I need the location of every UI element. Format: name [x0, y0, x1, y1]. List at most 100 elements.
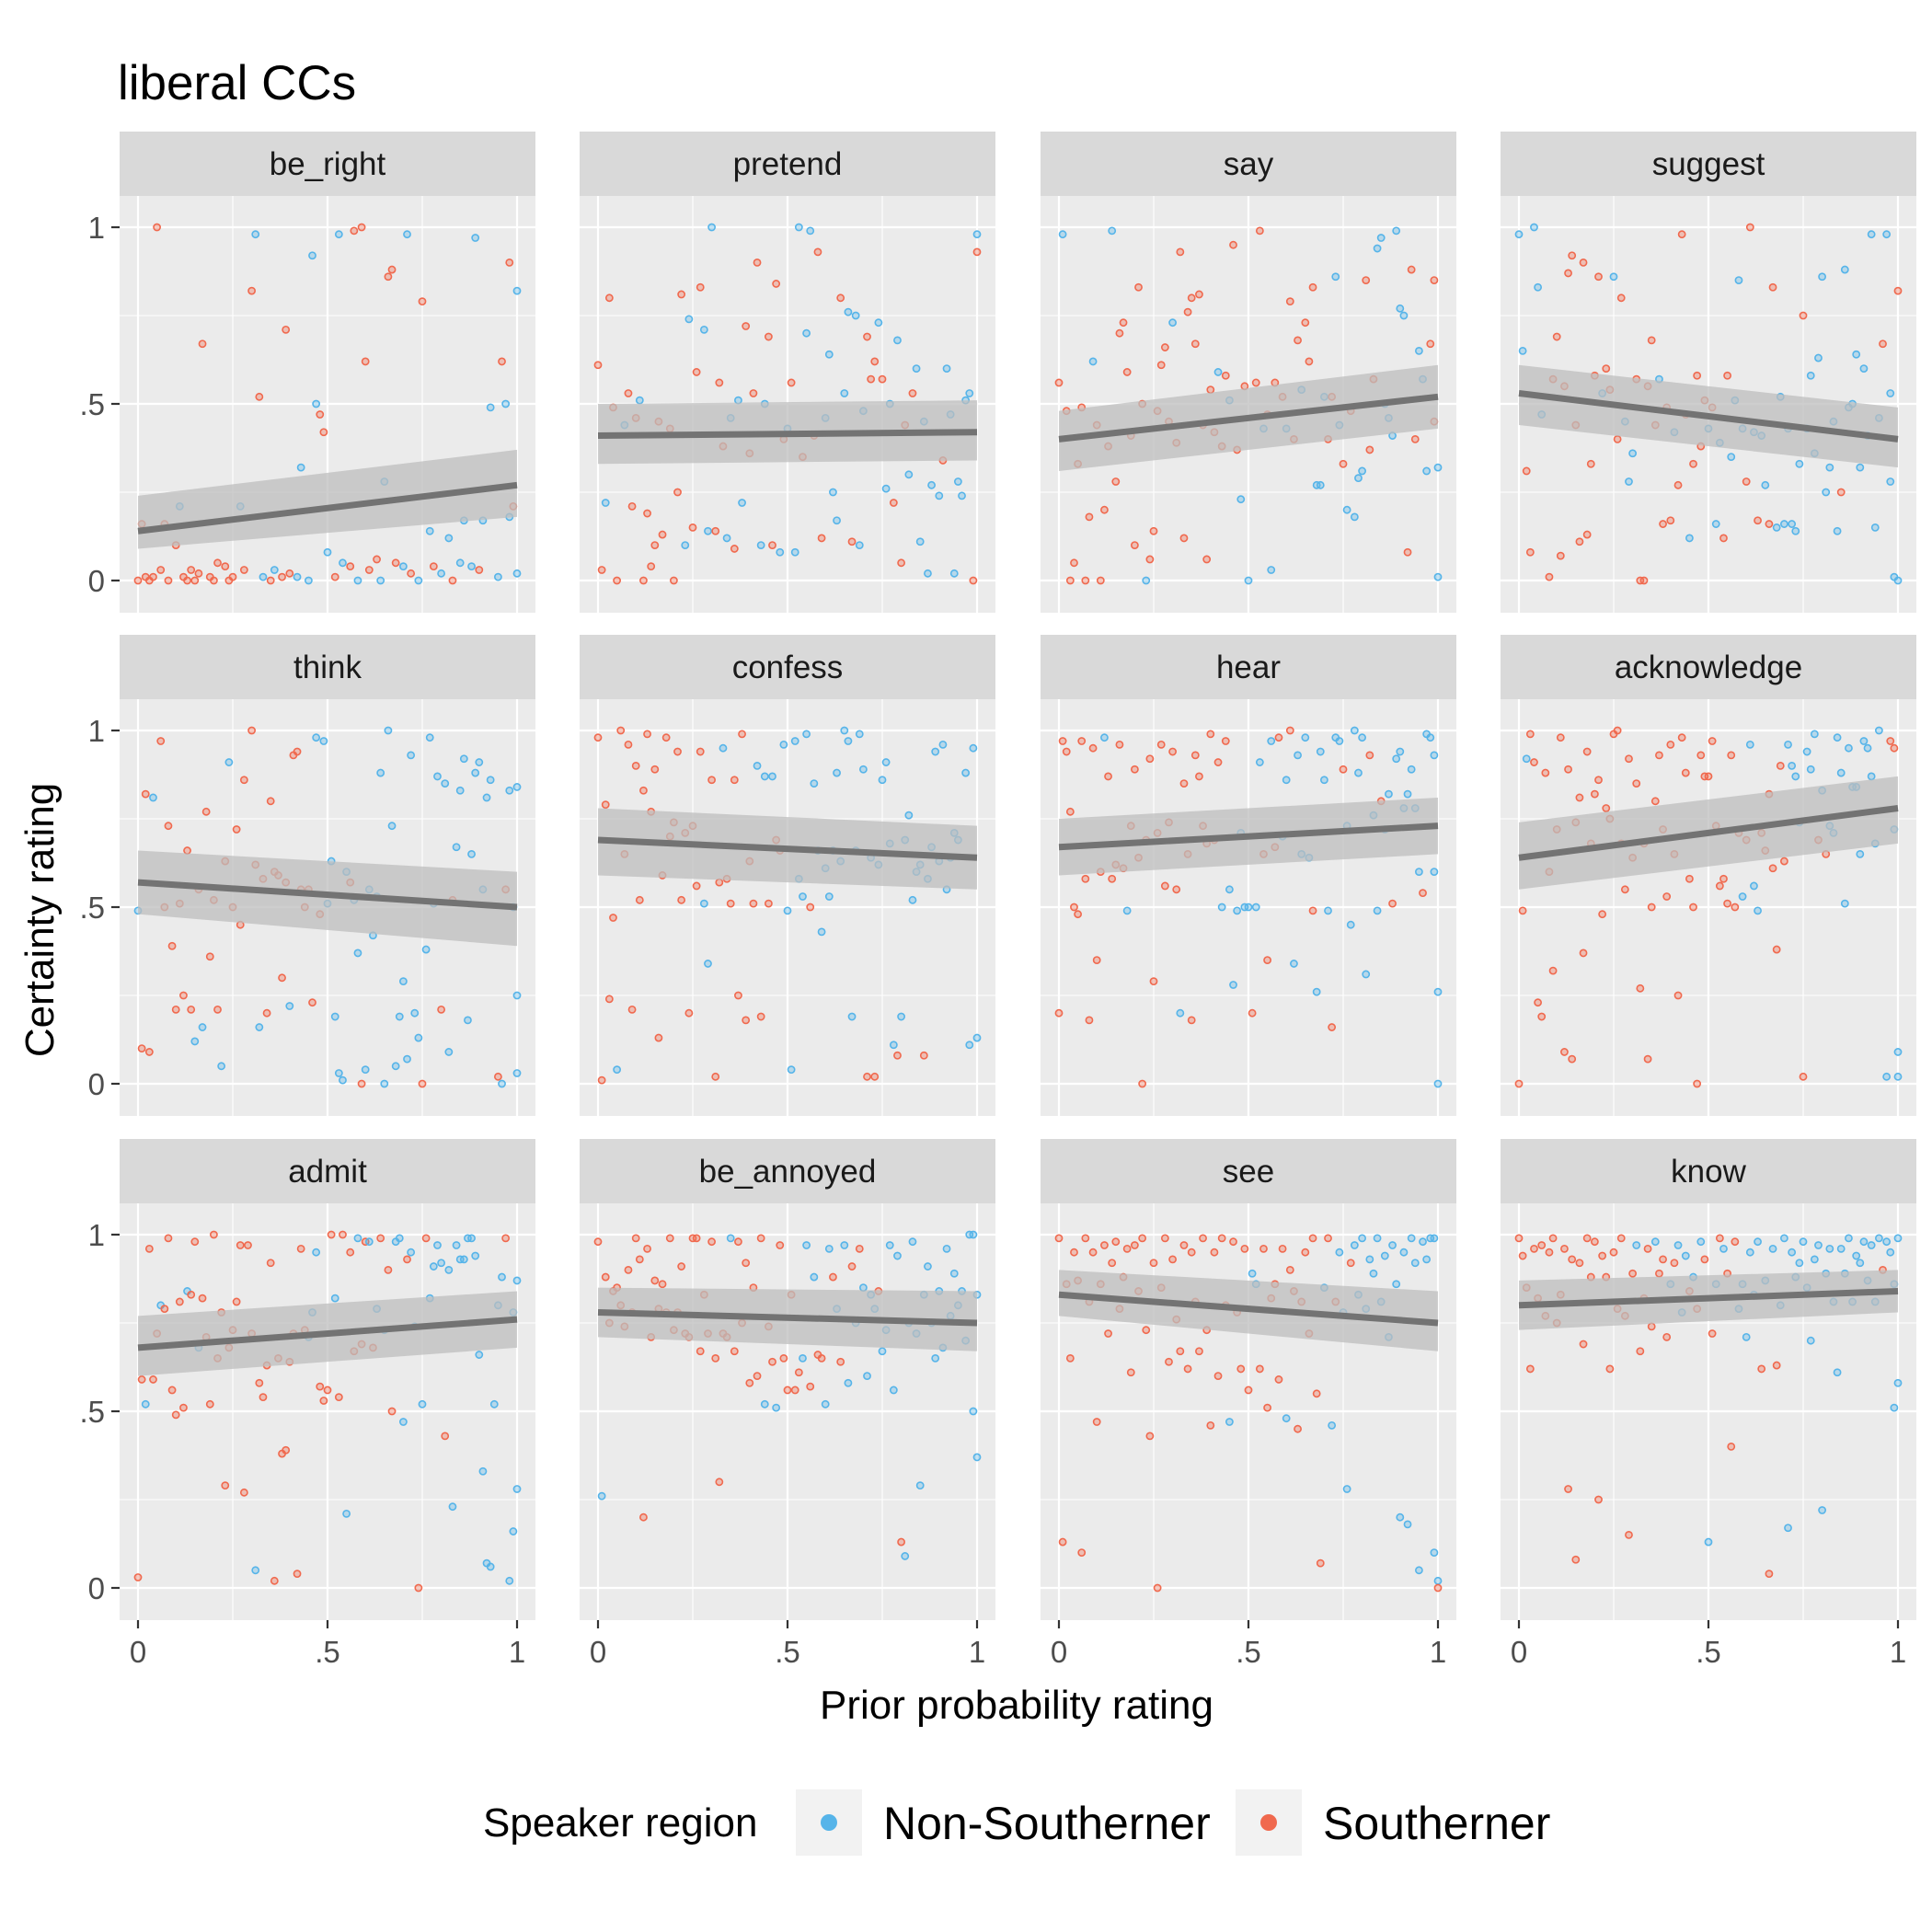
data-point-non-southerner	[1867, 772, 1876, 781]
data-point-non-southerner	[1867, 230, 1876, 239]
data-point-southerner	[293, 747, 302, 756]
data-point-southerner	[1780, 857, 1788, 866]
regression-line	[597, 429, 978, 440]
data-point-non-southerner	[863, 1372, 871, 1380]
x-tick-label: .5	[1236, 1635, 1261, 1669]
data-point-southerner	[319, 428, 328, 437]
data-point-non-southerner	[1350, 512, 1359, 522]
data-point-southerner	[658, 530, 667, 539]
data-point-southerner	[133, 1573, 143, 1581]
data-point-non-southerner	[512, 1485, 522, 1493]
data-point-southerner	[1111, 477, 1121, 486]
data-point-southerner	[1514, 1234, 1524, 1243]
data-point-non-southerner	[1267, 737, 1276, 745]
data-point-non-southerner	[1814, 353, 1823, 362]
data-point-southerner	[190, 576, 200, 585]
data-point-non-southerner	[1650, 1237, 1660, 1247]
data-point-southerner	[1677, 733, 1686, 742]
data-point-non-southerner	[1282, 776, 1291, 785]
data-point-southerner	[1628, 1269, 1637, 1278]
data-point-southerner	[183, 846, 191, 855]
data-point-non-southerner	[1893, 576, 1903, 585]
data-point-southerner	[635, 895, 644, 904]
data-point-southerner	[707, 776, 716, 785]
data-point-non-southerner	[1875, 726, 1883, 735]
data-point-southerner	[266, 1259, 275, 1268]
data-point-southerner	[673, 747, 682, 756]
data-point-southerner	[1134, 282, 1143, 292]
data-point-southerner	[1305, 357, 1314, 366]
data-point-non-southerner	[1415, 1566, 1423, 1575]
data-point-non-southerner	[859, 765, 868, 774]
data-point-southerner	[167, 1386, 177, 1395]
data-point-southerner	[1301, 318, 1310, 328]
data-point-non-southerner	[452, 843, 461, 852]
strip-label: be_right	[270, 146, 386, 182]
data-point-southerner	[1548, 966, 1558, 975]
data-point-southerner	[1525, 730, 1535, 739]
data-point-non-southerner	[1316, 480, 1325, 489]
data-point-southerner	[1145, 555, 1155, 564]
data-point-southerner	[1616, 293, 1626, 303]
data-point-southerner	[765, 899, 773, 908]
data-point-non-southerner	[1335, 1248, 1344, 1257]
data-point-southerner	[1410, 434, 1420, 443]
data-point-non-southerner	[1514, 230, 1524, 239]
data-point-non-southerner	[1433, 987, 1443, 996]
data-point-non-southerner	[1799, 1237, 1808, 1247]
data-point-non-southerner	[1856, 850, 1865, 858]
data-point-southerner	[1662, 1332, 1672, 1341]
data-point-southerner	[1886, 737, 1895, 745]
data-point-non-southerner	[478, 1466, 488, 1476]
data-point-southerner	[1213, 758, 1223, 766]
data-point-southerner	[688, 523, 697, 532]
data-point-non-southerner	[444, 1048, 454, 1056]
data-point-southerner	[1054, 1008, 1064, 1018]
data-point-non-southerner	[965, 389, 974, 397]
data-point-southerner	[137, 1375, 146, 1384]
data-point-southerner	[501, 1234, 511, 1243]
data-point-non-southerner	[840, 726, 849, 735]
strip-label: admit	[288, 1154, 367, 1190]
data-point-non-southerner	[323, 547, 332, 557]
data-point-non-southerner	[840, 389, 849, 397]
data-point-southerner	[1092, 1418, 1101, 1426]
data-point-non-southerner	[874, 318, 883, 328]
data-point-southerner	[441, 1432, 450, 1441]
data-point-non-southerner	[1403, 1520, 1412, 1529]
data-point-southerner	[1426, 339, 1435, 349]
data-point-non-southerner	[1791, 526, 1800, 535]
data-point-non-southerner	[498, 1079, 506, 1088]
data-point-southerner	[1183, 307, 1192, 316]
data-point-non-southerner	[1845, 1234, 1853, 1243]
data-point-non-southerner	[498, 1272, 506, 1282]
data-point-non-southerner	[1810, 1255, 1819, 1264]
data-point-non-southerner	[1856, 1259, 1865, 1268]
data-point-southerner	[387, 265, 397, 274]
data-point-southerner	[1564, 269, 1572, 278]
data-point-non-southerner	[1422, 466, 1432, 476]
data-point-non-southerner	[935, 491, 944, 500]
data-point-non-southerner	[965, 1041, 974, 1050]
data-point-southerner	[650, 541, 660, 549]
data-point-southerner	[1131, 765, 1139, 774]
data-point-southerner	[1552, 332, 1561, 341]
strip-background	[1041, 1139, 1456, 1203]
data-point-southerner	[1362, 276, 1371, 284]
data-point-non-southerner	[1282, 1414, 1291, 1423]
data-point-southerner	[1893, 286, 1903, 295]
data-point-non-southerner	[407, 1248, 416, 1257]
data-point-southerner	[1518, 906, 1527, 915]
data-point-non-southerner	[482, 793, 491, 802]
data-point-non-southerner	[334, 230, 343, 239]
data-point-southerner	[878, 374, 887, 384]
data-point-non-southerner	[1893, 1048, 1903, 1056]
data-point-non-southerner	[1810, 730, 1819, 739]
data-point-non-southerner	[938, 740, 948, 749]
data-point-southerner	[1765, 1570, 1774, 1579]
data-point-southerner	[1206, 730, 1215, 739]
data-point-southerner	[1579, 1340, 1588, 1349]
data-point-southerner	[1689, 459, 1697, 468]
data-point-non-southerner	[881, 484, 891, 493]
